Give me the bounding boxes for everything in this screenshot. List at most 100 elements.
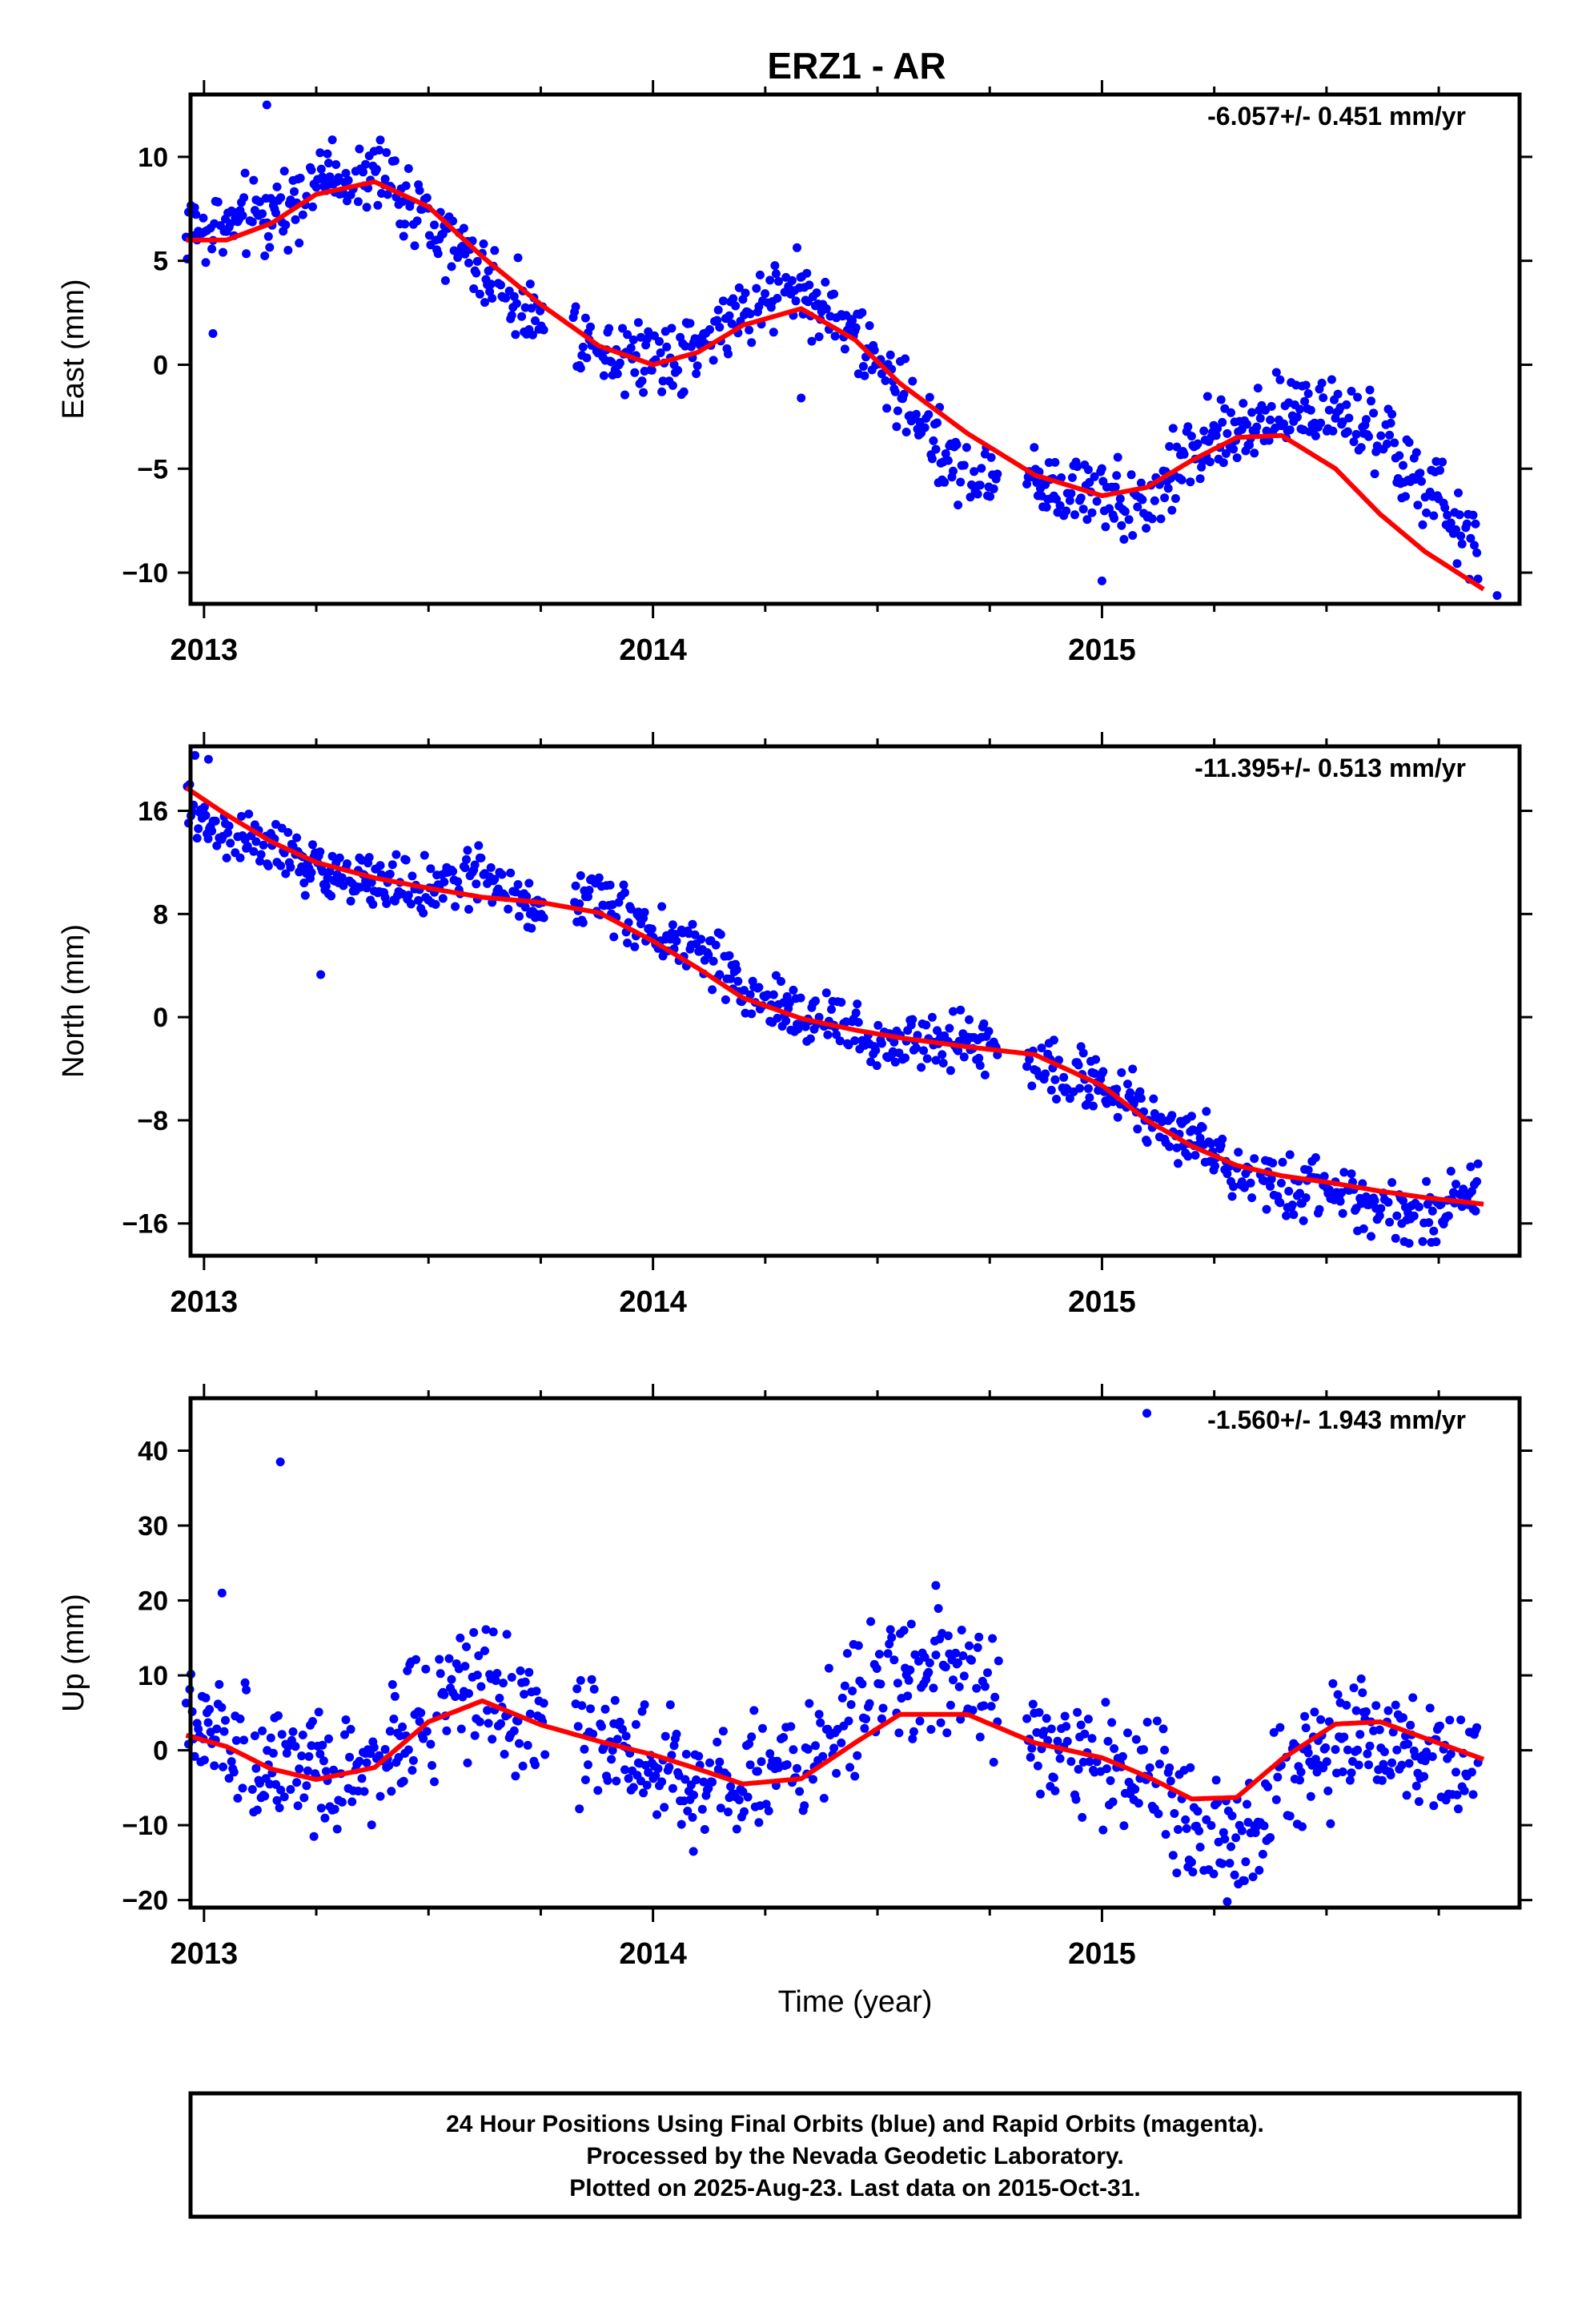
east-data-point xyxy=(488,294,497,303)
north-data-point xyxy=(339,881,348,891)
east-data-point xyxy=(1142,524,1151,533)
up-data-point xyxy=(462,1642,471,1651)
east-rate-label: -6.057+/- 0.451 mm/yr xyxy=(1207,102,1466,131)
east-data-point xyxy=(191,210,201,219)
up-data-point xyxy=(853,1751,862,1760)
up-data-point xyxy=(628,1783,638,1792)
north-data-point xyxy=(1391,1233,1400,1243)
up-data-point xyxy=(967,1655,976,1665)
north-data-point xyxy=(1404,1239,1414,1248)
north-data-point xyxy=(1239,1183,1249,1192)
up-data-point xyxy=(949,1675,958,1685)
up-data-point xyxy=(994,1656,1003,1666)
up-data-point xyxy=(979,1701,989,1711)
east-data-point xyxy=(1239,399,1248,408)
east-data-point xyxy=(1387,409,1397,419)
up-data-point xyxy=(596,1722,606,1731)
north-data-point xyxy=(657,902,667,911)
north-data-point xyxy=(889,1037,899,1047)
up-data-point xyxy=(320,1813,330,1823)
up-data-point xyxy=(681,1750,691,1759)
up-data-point xyxy=(474,1651,484,1660)
up-data-point xyxy=(1326,1819,1335,1828)
up-data-point xyxy=(697,1804,707,1814)
east-data-point xyxy=(668,380,677,390)
east-data-point xyxy=(1370,469,1379,479)
east-data-point xyxy=(639,388,648,397)
east-data-point xyxy=(213,197,223,207)
up-data-point xyxy=(1219,1827,1228,1837)
north-data-point xyxy=(1198,1123,1207,1132)
up-data-point xyxy=(1055,1754,1065,1763)
up-data-point xyxy=(387,1787,396,1796)
east-data-point xyxy=(260,251,270,260)
up-data-point xyxy=(1073,1707,1082,1717)
north-data-point xyxy=(640,907,649,917)
up-data-point xyxy=(857,1679,867,1689)
north-data-point xyxy=(226,838,235,848)
up-data-point xyxy=(1306,1791,1315,1801)
east-data-point xyxy=(472,256,482,266)
north-data-point xyxy=(346,896,355,906)
east-data-point xyxy=(1311,431,1320,440)
north-data-point xyxy=(908,1015,917,1024)
east-data-point xyxy=(929,436,938,445)
east-data-point xyxy=(1232,453,1242,463)
east-ticks: 10 5 0 −5 −10 2013 2014 2015 xyxy=(122,80,1532,667)
east-data-point xyxy=(1073,462,1082,472)
east-data-point xyxy=(459,223,468,233)
north-outlier-point xyxy=(203,754,213,764)
east-data-point xyxy=(952,440,962,449)
up-data-point xyxy=(1119,1821,1129,1831)
east-data-point xyxy=(1295,404,1304,414)
up-data-point xyxy=(837,1738,846,1747)
east-data-point xyxy=(1351,429,1361,439)
up-data-point xyxy=(972,1683,982,1693)
east-data-point xyxy=(1087,508,1097,517)
east-data-point xyxy=(1253,384,1263,393)
north-data-point xyxy=(827,1005,836,1014)
up-data-point xyxy=(761,1799,771,1809)
up-data-point xyxy=(861,1715,870,1723)
east-data-point xyxy=(685,319,695,328)
east-data-point xyxy=(1279,419,1288,428)
east-data-point xyxy=(1468,510,1478,520)
up-data-point xyxy=(1273,1772,1283,1782)
north-data-point xyxy=(623,939,632,947)
north-data-point xyxy=(789,985,798,995)
up-data-point xyxy=(1060,1711,1070,1721)
east-data-point xyxy=(713,305,723,315)
north-data-point xyxy=(1459,1184,1468,1194)
east-data-point xyxy=(662,342,672,352)
up-data-point xyxy=(749,1706,759,1715)
east-data-point xyxy=(941,449,950,458)
east-data-point xyxy=(623,330,632,340)
up-data-point xyxy=(408,1766,417,1775)
east-x-tick-label: 2015 xyxy=(1068,633,1136,667)
north-data-point xyxy=(711,940,721,950)
up-data-point xyxy=(1353,1745,1363,1755)
footer-box: 24 Hour Positions Using Final Orbits (bl… xyxy=(188,2091,1522,2219)
east-data-point xyxy=(371,164,381,174)
up-data-point xyxy=(181,1699,191,1708)
east-y-tick-label: −10 xyxy=(122,558,168,589)
up-data-point xyxy=(943,1631,953,1641)
up-data-point xyxy=(829,1743,839,1753)
east-data-point xyxy=(657,387,667,396)
north-y-axis-label: North (mm) xyxy=(57,924,90,1078)
north-data-point xyxy=(276,861,286,870)
north-data-point xyxy=(1385,1217,1395,1227)
panel-east: 10 5 0 −5 −10 2013 2014 2015 -6.057+/- 0.451 mm… xyxy=(57,80,1532,667)
east-y-tick-label: 0 xyxy=(153,350,168,380)
up-outlier-point xyxy=(689,1847,698,1856)
east-data-point xyxy=(430,220,439,230)
up-data-point xyxy=(1108,1797,1118,1807)
east-data-point xyxy=(1306,405,1315,415)
north-x-tick-label: 2013 xyxy=(171,1285,239,1319)
up-data-point xyxy=(282,1748,291,1758)
up-data-point xyxy=(644,1767,653,1777)
east-data-point xyxy=(1179,449,1189,459)
east-data-point xyxy=(1195,474,1205,484)
east-data-point xyxy=(755,270,765,279)
east-data-point xyxy=(298,210,307,219)
